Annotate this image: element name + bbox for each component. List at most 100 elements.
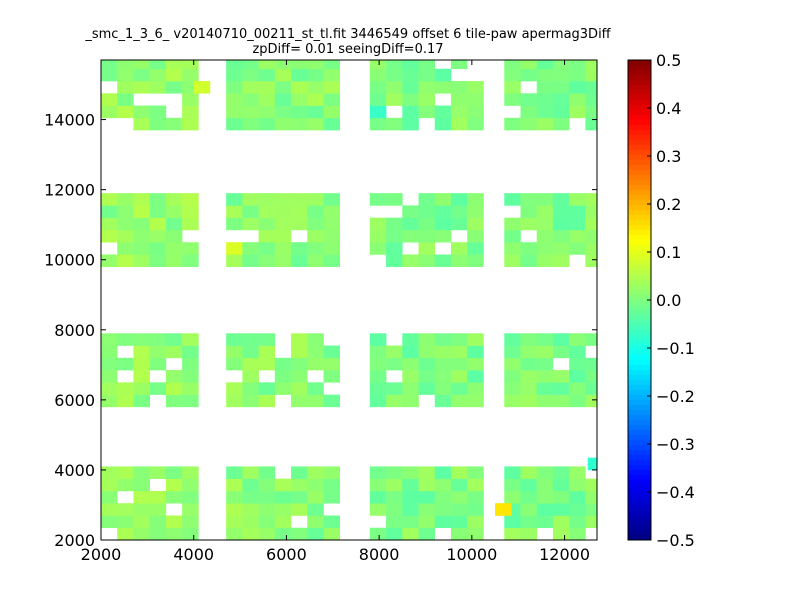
heatmap-cell bbox=[182, 503, 199, 516]
heatmap-cell bbox=[307, 93, 324, 106]
heatmap-cell bbox=[242, 105, 259, 119]
heatmap-cell bbox=[504, 193, 521, 206]
heatmap-cell bbox=[291, 357, 308, 371]
heatmap-cell bbox=[569, 193, 586, 206]
heatmap-cell bbox=[520, 515, 538, 529]
heatmap-cell bbox=[323, 193, 341, 206]
heatmap-cell bbox=[386, 254, 403, 268]
heatmap-cell bbox=[274, 254, 292, 268]
heatmap-cell bbox=[569, 478, 586, 492]
heatmap-cell bbox=[101, 466, 118, 479]
heatmap-cell bbox=[418, 60, 436, 70]
heatmap-cell bbox=[418, 478, 436, 492]
heatmap-cell bbox=[552, 382, 570, 395]
colorbar-segment bbox=[628, 300, 651, 306]
heatmap-cell bbox=[467, 466, 484, 479]
heatmap-cell bbox=[520, 370, 538, 383]
heatmap-cell bbox=[274, 490, 292, 504]
heatmap-cell bbox=[369, 478, 387, 492]
colorbar-tick-label: 0.0 bbox=[656, 291, 681, 310]
heatmap-cell bbox=[133, 357, 150, 371]
heatmap-cell bbox=[520, 394, 538, 408]
heatmap-cell bbox=[450, 93, 468, 106]
heatmap-cell bbox=[117, 527, 134, 541]
heatmap-cell bbox=[149, 117, 167, 131]
heatmap-cell bbox=[402, 357, 419, 371]
heatmap-cell bbox=[585, 370, 598, 383]
heatmap-cell bbox=[165, 527, 183, 541]
heatmap-cell bbox=[258, 382, 276, 395]
heatmap-cell bbox=[149, 503, 167, 516]
heatmap-cell bbox=[418, 466, 436, 479]
heatmap-cell bbox=[117, 93, 134, 106]
heatmap-cell bbox=[242, 217, 259, 231]
heatmap-cell bbox=[369, 490, 387, 504]
colorbar-segment bbox=[628, 325, 651, 331]
heatmap-cell bbox=[450, 242, 468, 255]
colorbar-segment bbox=[628, 280, 651, 286]
heatmap-cell bbox=[450, 254, 468, 268]
colorbar-segment bbox=[628, 150, 651, 156]
heatmap-cell bbox=[386, 242, 403, 255]
heatmap-cell bbox=[291, 333, 308, 346]
colorbar-segment bbox=[628, 490, 651, 496]
heatmap-cell bbox=[504, 68, 521, 82]
heatmap-cell bbox=[323, 490, 341, 504]
heatmap-cell bbox=[226, 345, 243, 359]
colorbar-segment bbox=[628, 530, 651, 536]
heatmap-cell bbox=[258, 515, 276, 529]
colorbar-segment bbox=[628, 95, 651, 101]
colorbar-segment bbox=[628, 185, 651, 191]
heatmap-cell bbox=[101, 193, 118, 206]
heatmap-cell bbox=[101, 357, 118, 371]
heatmap-cell bbox=[504, 229, 521, 243]
y-tick-label: 10000 bbox=[44, 251, 95, 270]
colorbar-segment bbox=[628, 270, 651, 276]
chart-subtitle: zpDiff= 0.01 seeingDiff=0.17 bbox=[252, 42, 443, 57]
heatmap-cell bbox=[117, 105, 134, 119]
colorbar-segment bbox=[628, 265, 651, 271]
heatmap-cell bbox=[182, 105, 199, 119]
heatmap-cell bbox=[226, 60, 243, 70]
heatmap-cell bbox=[467, 117, 484, 131]
heatmap-cell bbox=[258, 345, 276, 359]
colorbar-segment bbox=[628, 175, 651, 181]
heatmap-cell bbox=[182, 68, 199, 82]
heatmap-cell bbox=[117, 60, 134, 70]
heatmap-cell bbox=[434, 466, 452, 479]
heatmap-cell bbox=[504, 515, 521, 529]
colorbar-segment bbox=[628, 510, 651, 516]
heatmap-cell bbox=[323, 93, 341, 106]
heatmap-cell bbox=[226, 357, 243, 371]
heatmap-cell bbox=[165, 117, 183, 131]
heatmap-cell bbox=[552, 394, 570, 408]
heatmap-cell bbox=[504, 242, 521, 255]
heatmap-cell bbox=[402, 382, 419, 395]
heatmap-cell bbox=[226, 515, 243, 529]
heatmap-cell bbox=[536, 60, 554, 70]
heatmap-cell bbox=[536, 117, 554, 131]
heatmap-cell bbox=[536, 370, 554, 383]
heatmap-cell bbox=[133, 333, 150, 346]
heatmap-cell bbox=[585, 205, 598, 218]
heatmap-cell bbox=[450, 370, 468, 383]
heatmap-cell bbox=[450, 345, 468, 359]
colorbar-segment bbox=[628, 200, 651, 206]
heatmap-cell bbox=[569, 527, 586, 541]
heatmap-cell bbox=[467, 357, 484, 371]
heatmap-cell bbox=[585, 217, 598, 231]
heatmap-cell bbox=[323, 205, 341, 218]
heatmap-cell bbox=[242, 193, 259, 206]
heatmap-cell bbox=[536, 242, 554, 255]
heatmap-cell bbox=[182, 357, 199, 371]
heatmap-cell bbox=[402, 490, 419, 504]
heatmap-cell bbox=[536, 345, 554, 359]
heatmap-cell bbox=[226, 242, 243, 255]
heatmap-cell bbox=[323, 229, 341, 243]
heatmap-cell bbox=[418, 105, 436, 119]
heatmap-cell bbox=[307, 466, 324, 479]
heatmap-cell bbox=[258, 490, 276, 504]
heatmap-cell bbox=[434, 81, 452, 94]
colorbar-segment bbox=[628, 475, 651, 481]
heatmap-cell bbox=[133, 68, 150, 82]
